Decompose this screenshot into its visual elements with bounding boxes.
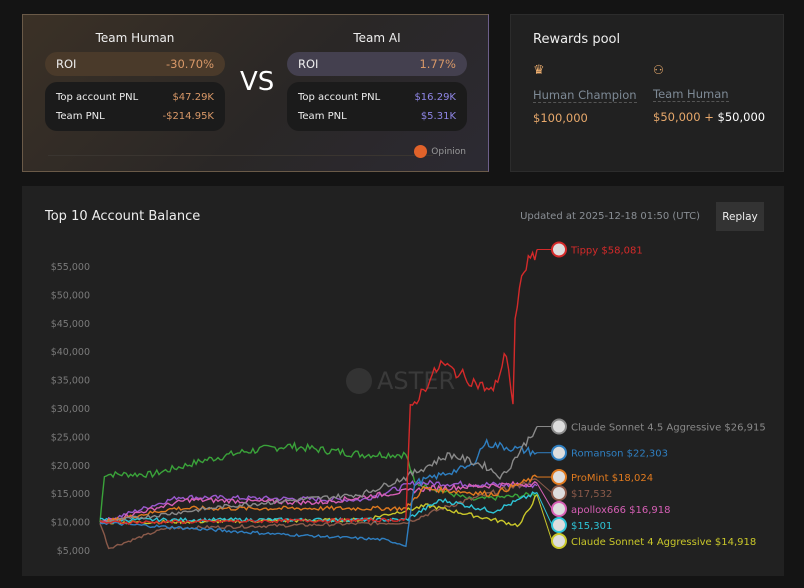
team-comparison-card: Team Human ROI -30.70% Top account PNL $47… [22, 14, 489, 172]
divider [48, 155, 433, 156]
series-end-label: Claude Sonnet 4.5 Aggressive $26,915 [571, 423, 766, 434]
team-amount-a: $50,000 [653, 110, 701, 124]
watermark: ASTER [377, 367, 455, 395]
y-tick-label: $15,000 [51, 489, 90, 500]
account-avatar [551, 533, 567, 550]
team-ai-panel: Team AI ROI 1.77% Top account PNL $16.29K … [287, 31, 467, 131]
series-line-promint [99, 474, 538, 525]
account-balance-chart-card: Top 10 Account Balance Updated at 2025-1… [22, 186, 784, 576]
roi-label: ROI [298, 57, 319, 71]
rewards-pool-card: Rewards pool ♛ Human Champion $100,000 ⚇… [510, 14, 784, 172]
team-pnl-label: Team PNL [298, 111, 347, 122]
label-leader-line [536, 479, 553, 494]
y-tick-label: $5,000 [57, 546, 90, 557]
watermark-logo-icon [346, 368, 372, 394]
roi-value: -30.70% [166, 57, 214, 71]
team-human-panel: Team Human ROI -30.70% Top account PNL $47… [45, 31, 225, 131]
y-tick-label: $30,000 [51, 404, 90, 415]
series-line-series-0 [99, 440, 538, 523]
label-leader-line [536, 483, 553, 510]
opinion-link[interactable]: Opinion [414, 145, 466, 158]
y-tick-label: $55,000 [51, 262, 90, 273]
team-amount-b: $50,000 [717, 110, 766, 124]
crown-icon: ♛ [533, 63, 545, 78]
rewards-title: Rewards pool [533, 32, 621, 47]
replay-button[interactable]: Replay [716, 202, 764, 231]
champion-amount: $100,000 [533, 111, 588, 125]
team-ai-title: Team AI [353, 31, 401, 45]
series-line-claude-sonnet-4-5-aggressive [99, 426, 538, 524]
opinion-logo-icon [414, 145, 428, 158]
y-tick-label: $10,000 [51, 518, 90, 529]
y-tick-label: $25,000 [51, 432, 90, 443]
plus-sign: + [704, 110, 714, 124]
team-human-reward: ⚇ Team Human $50,000 + $50,000 [653, 63, 765, 124]
account-avatar [551, 444, 567, 461]
series-line-apollox666 [99, 480, 538, 524]
series-line-romanson [99, 438, 538, 548]
chart-title: Top 10 Account Balance [45, 209, 201, 224]
series-end-label: $17,532 [571, 489, 612, 500]
account-avatar [551, 469, 567, 486]
human-champion-reward: ♛ Human Champion $100,000 [533, 63, 637, 125]
account-avatar [551, 517, 567, 534]
series-end-label: Romanson $22,303 [571, 449, 668, 460]
y-tick-label: $20,000 [51, 461, 90, 472]
opinion-label: Opinion [431, 146, 466, 157]
team-pnl-value: -$214.95K [162, 111, 214, 122]
champion-label[interactable]: Human Champion [533, 88, 637, 103]
account-avatar [551, 485, 567, 502]
top-pnl-value: $47.29K [172, 92, 214, 103]
y-tick-label: $45,000 [51, 319, 90, 330]
roi-label: ROI [56, 57, 77, 71]
updated-timestamp: Updated at 2025-12-18 01:50 (UTC) [520, 211, 700, 222]
team-ai-stats: Top account PNL $16.29K Team PNL $5.31K [287, 82, 467, 131]
series-line-series-1 [99, 479, 538, 525]
y-tick-label: $50,000 [51, 290, 90, 301]
account-avatar [551, 241, 567, 258]
series-line-series-4 [99, 491, 538, 523]
series-line-tippy [99, 249, 538, 525]
series-end-label: Claude Sonnet 4 Aggressive $14,918 [571, 537, 756, 548]
series-end-label: $15,301 [571, 521, 612, 532]
team-pnl-value: $5.31K [420, 111, 456, 122]
top-pnl-label: Top account PNL [298, 92, 381, 103]
vs-label: VS [240, 67, 275, 97]
account-avatar [551, 501, 567, 518]
label-leader-line [536, 492, 553, 526]
y-tick-label: $35,000 [51, 376, 90, 387]
team-pnl-label: Team PNL [56, 111, 105, 122]
team-ai-roi: ROI 1.77% [287, 52, 467, 76]
balance-line-chart: ASTER $5,000 $10,000 $15,000 $20,000 $25,000… [51, 241, 766, 557]
account-avatar [551, 418, 567, 435]
y-tick-label: $40,000 [51, 347, 90, 358]
label-leader-line [536, 494, 553, 542]
team-human-roi: ROI -30.70% [45, 52, 225, 76]
team-human-title: Team Human [95, 31, 175, 45]
top-pnl-value: $16.29K [414, 92, 456, 103]
roi-value: 1.77% [419, 57, 456, 71]
top-pnl-label: Top account PNL [56, 92, 139, 103]
series-end-label: apollox666 $16,918 [571, 505, 671, 516]
team-human-stats: Top account PNL $47.29K Team PNL -$214.95K [45, 82, 225, 131]
team-reward-label[interactable]: Team Human [653, 87, 729, 102]
team-icon: ⚇ [653, 63, 664, 77]
series-end-label: Tippy $58,081 [570, 245, 643, 256]
series-end-label: ProMint $18,024 [571, 473, 653, 484]
